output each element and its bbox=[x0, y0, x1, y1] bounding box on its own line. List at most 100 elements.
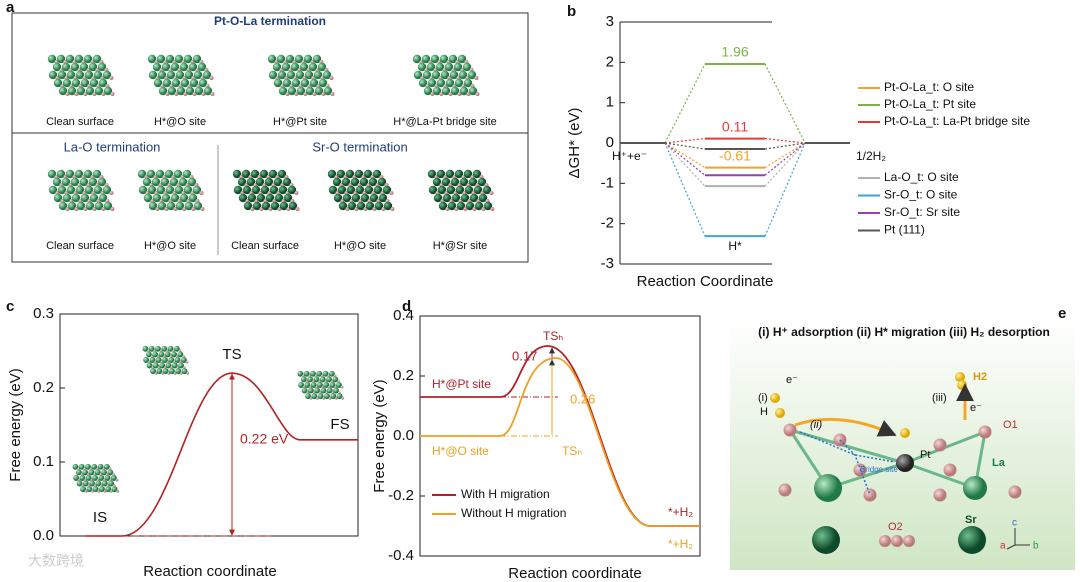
connector bbox=[664, 137, 706, 144]
panel-letter: b bbox=[567, 3, 576, 20]
atom bbox=[323, 382, 330, 388]
atom bbox=[490, 207, 495, 211]
atom bbox=[58, 201, 68, 211]
atom bbox=[171, 351, 178, 358]
group-title: La-O termination bbox=[64, 139, 161, 154]
atom bbox=[116, 489, 120, 493]
atom bbox=[70, 62, 80, 72]
atom bbox=[84, 185, 94, 195]
atom bbox=[295, 70, 305, 80]
item-label: H*@Sr site bbox=[433, 240, 488, 252]
atom bbox=[62, 78, 72, 88]
state-label: H*@Pt site bbox=[432, 377, 491, 391]
diagram-label: b bbox=[1033, 541, 1039, 552]
atom bbox=[243, 201, 253, 211]
atom bbox=[439, 54, 449, 64]
atom bbox=[303, 54, 313, 64]
atom bbox=[66, 185, 76, 195]
atom bbox=[57, 185, 67, 195]
y-tick-label: 0.0 bbox=[33, 527, 54, 544]
atom bbox=[180, 357, 187, 363]
atom bbox=[294, 54, 304, 64]
atom bbox=[97, 177, 107, 187]
atom bbox=[329, 76, 334, 80]
atom bbox=[85, 463, 91, 470]
atom bbox=[98, 78, 108, 88]
atom bbox=[151, 177, 161, 187]
atom bbox=[111, 486, 118, 493]
atom bbox=[84, 70, 94, 80]
atom bbox=[153, 78, 163, 88]
y-tick-label: 0.0 bbox=[393, 427, 414, 444]
value-label: -0.61 bbox=[719, 147, 751, 163]
atom bbox=[57, 70, 67, 80]
atom bbox=[319, 376, 326, 383]
atom bbox=[82, 469, 89, 476]
atom bbox=[238, 193, 248, 203]
atom bbox=[173, 169, 183, 179]
atom bbox=[80, 78, 90, 88]
atom bbox=[179, 62, 189, 72]
atom bbox=[189, 78, 199, 88]
diagram-label: O2 bbox=[888, 521, 903, 533]
atom bbox=[475, 92, 480, 96]
atom bbox=[354, 169, 364, 179]
atom bbox=[83, 54, 93, 64]
atom bbox=[143, 193, 153, 203]
atom bbox=[345, 169, 355, 179]
atom bbox=[88, 469, 95, 476]
atom bbox=[173, 345, 180, 352]
atom bbox=[282, 177, 292, 187]
atom bbox=[304, 70, 314, 80]
atom bbox=[65, 54, 75, 64]
energy-curve bbox=[420, 357, 700, 527]
atom bbox=[320, 387, 327, 394]
panel-e-bg bbox=[730, 318, 1075, 570]
atom bbox=[329, 382, 336, 388]
atom bbox=[309, 78, 319, 88]
atom bbox=[326, 376, 333, 383]
atom bbox=[184, 70, 194, 80]
diagram-label: c bbox=[1012, 518, 1017, 529]
atom bbox=[332, 376, 339, 383]
atom bbox=[178, 362, 185, 369]
atom bbox=[165, 54, 175, 64]
atom bbox=[188, 193, 198, 203]
atom bbox=[170, 62, 180, 72]
atom bbox=[351, 193, 361, 203]
atom bbox=[474, 201, 484, 211]
state-label: H*@O site bbox=[432, 444, 489, 458]
atom bbox=[273, 78, 283, 88]
atom bbox=[174, 54, 184, 64]
atom bbox=[374, 201, 384, 211]
y-axis-title: Free energy (eV) bbox=[371, 379, 388, 492]
atom bbox=[157, 201, 167, 211]
atom bbox=[192, 185, 202, 195]
atom bbox=[152, 62, 162, 72]
atom bbox=[454, 169, 464, 179]
atom bbox=[310, 382, 317, 388]
state-label: FS bbox=[330, 416, 349, 433]
atom bbox=[99, 486, 105, 493]
atom bbox=[308, 62, 318, 72]
diagram-label: H bbox=[760, 406, 768, 418]
atom bbox=[72, 463, 79, 470]
atom bbox=[178, 177, 188, 187]
atom bbox=[147, 54, 157, 64]
atom bbox=[164, 169, 174, 179]
item-label: H*@Pt site bbox=[273, 116, 327, 128]
atom bbox=[896, 454, 914, 472]
atom bbox=[193, 70, 203, 80]
atom bbox=[174, 185, 184, 195]
atom bbox=[390, 207, 395, 211]
atom bbox=[183, 54, 193, 64]
atom bbox=[179, 193, 189, 203]
atom bbox=[162, 368, 169, 375]
atom bbox=[279, 201, 289, 211]
atom bbox=[330, 92, 335, 96]
atom bbox=[903, 535, 915, 547]
atom bbox=[463, 169, 473, 179]
atom bbox=[101, 480, 108, 487]
atom bbox=[432, 177, 442, 187]
atom bbox=[92, 486, 99, 493]
